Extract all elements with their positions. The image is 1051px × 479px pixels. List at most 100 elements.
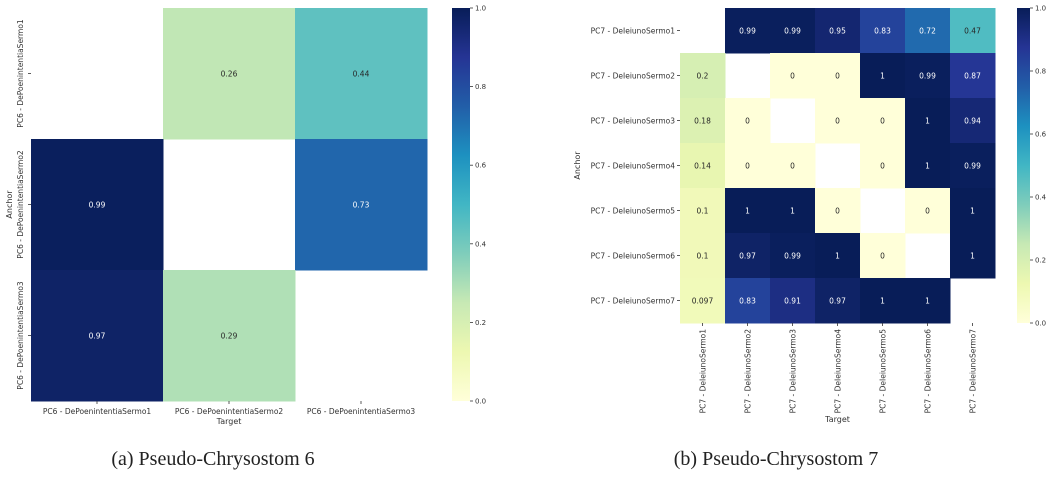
colorbar-tick-label: 1.0	[475, 5, 486, 13]
colorbar-tick-label: 0.0	[1035, 320, 1046, 328]
cell-value-label: 0.83	[874, 27, 891, 36]
heatmap-cell	[295, 139, 428, 271]
cell-value-label: 0.14	[694, 162, 711, 171]
cell-value-label: 0.99	[964, 162, 981, 171]
y-tick-label: PC7 - DeIeiunoSermo6	[591, 252, 676, 261]
heatmap-cell	[770, 8, 816, 54]
y-tick-label: PC6 - DePoenintentiaSermo3	[16, 281, 25, 390]
colorbar-tick-label: 0.6	[1035, 131, 1047, 139]
cell-value-label: 0.18	[694, 117, 711, 126]
x-tick-label: PC6 - DePoenintentiaSermo3	[307, 407, 416, 416]
colorbar-tick-label: 0.2	[475, 319, 486, 327]
cell-value-label: 0.99	[919, 72, 936, 81]
heatmap-cell	[680, 278, 726, 324]
heatmap-cell	[770, 233, 816, 279]
cell-value-label: 1	[970, 252, 975, 261]
heatmap-cell	[680, 233, 726, 279]
y-tick-label: PC6 - DePoenintentiaSermo2	[16, 150, 25, 259]
heatmap-cell	[680, 143, 726, 189]
colorbar-tick-label: 0.4	[475, 240, 487, 248]
heatmap-pseudo-chrysostom-7: 0.99 0.99 0.95 0.83 0.72 0.47 0.2 0 0 1 0.99 0.87 0.…	[573, 5, 1047, 425]
colorbar-tick-label: 0.6	[475, 162, 487, 170]
cell-value-label: 0.1	[697, 252, 709, 261]
heatmap-cell	[725, 233, 771, 279]
cell-value-label: 1	[745, 207, 750, 216]
cell-value-label: 0.95	[829, 27, 846, 36]
cell-value-label: 0.99	[739, 27, 756, 36]
heatmap-cell	[815, 188, 861, 234]
heatmap-cell	[163, 8, 296, 140]
y-tick-label: PC7 - DeIeiunoSermo5	[591, 207, 676, 216]
x-tick-label: PC6 - DePoenintentiaSermo1	[43, 407, 152, 416]
colorbar-tick-label: 0.2	[1035, 257, 1046, 265]
heatmap-cell	[815, 53, 861, 99]
cell-value-label: 0.83	[739, 297, 756, 306]
heatmap-cell	[950, 98, 996, 144]
heatmap-cell	[680, 188, 726, 234]
cell-value-label: 0.26	[221, 70, 238, 79]
cell-value-label: 0	[880, 162, 885, 171]
cell-value-label: 1	[790, 207, 795, 216]
heatmap-cell	[770, 143, 816, 189]
cell-value-label: 0.2	[697, 72, 709, 81]
cell-value-label: 0.99	[89, 201, 106, 210]
y-tick-label: PC6 - DePoenintentiaSermo1	[16, 19, 25, 128]
heatmap-cell	[905, 143, 951, 189]
colorbar	[452, 8, 470, 401]
x-tick-label: PC7 - DeIeiunoSermo4	[834, 329, 843, 414]
heatmap-cell	[950, 233, 996, 279]
colorbar-tick-label: 0.8	[1035, 68, 1046, 76]
cell-value-label: 0.97	[739, 252, 756, 261]
heatmap-cell	[725, 278, 771, 324]
cell-value-label: 0	[835, 207, 840, 216]
cell-value-label: 0.94	[964, 117, 981, 126]
x-tick-label: PC7 - DeIeiunoSermo3	[789, 329, 798, 414]
x-tick-label: PC6 - DePoenintentiaSermo2	[175, 407, 284, 416]
cell-value-label: 1	[880, 297, 885, 306]
y-axis-label: Anchor	[573, 151, 582, 180]
heatmap-cell	[31, 139, 164, 271]
cell-value-label: 0.1	[697, 207, 709, 216]
heatmap-cell	[31, 270, 164, 402]
cell-value-label: 0	[880, 252, 885, 261]
cell-value-label: 0.097	[692, 297, 714, 306]
cell-value-label: 0.44	[353, 70, 370, 79]
heatmap-cell	[163, 270, 296, 402]
cell-value-label: 0.97	[89, 332, 106, 341]
heatmap-cell	[950, 188, 996, 234]
heatmap-cell	[725, 98, 771, 144]
y-tick-label: PC7 - DeIeiunoSermo3	[591, 117, 676, 126]
heatmap-cell	[950, 143, 996, 189]
cell-value-label: 0	[835, 72, 840, 81]
cell-value-label: 1	[970, 207, 975, 216]
heatmap-cell	[680, 98, 726, 144]
heatmap-cell	[860, 143, 906, 189]
cell-value-label: 0	[835, 117, 840, 126]
x-tick-label: PC7 - DeIeiunoSermo6	[924, 329, 933, 414]
heatmap-cell	[905, 278, 951, 324]
cell-value-label: 1	[835, 252, 840, 261]
heatmap-cell	[680, 53, 726, 99]
heatmap-cell	[295, 8, 428, 140]
heatmap-cell	[860, 233, 906, 279]
heatmap-cell	[905, 98, 951, 144]
y-tick-label: PC7 - DeIeiunoSermo1	[591, 27, 676, 36]
heatmap-cell	[725, 8, 771, 54]
cell-value-label: 0	[790, 162, 795, 171]
caption-a: (a) Pseudo-Chrysostom 6	[111, 448, 315, 470]
caption-b: (b) Pseudo-Chrysostom 7	[673, 448, 879, 470]
cell-value-label: 1	[880, 72, 885, 81]
cell-value-label: 0.72	[919, 27, 936, 36]
colorbar-tick-label: 0.0	[475, 398, 486, 406]
cell-value-label: 1	[925, 297, 930, 306]
heatmap-cell	[770, 188, 816, 234]
heatmap-cell	[860, 8, 906, 54]
cell-value-label: 0.99	[784, 252, 801, 261]
y-axis-label: Anchor	[5, 190, 14, 219]
heatmap-cell	[770, 53, 816, 99]
heatmap-cell	[770, 278, 816, 324]
cell-value-label: 0.87	[964, 72, 981, 81]
y-tick-label: PC7 - DeIeiunoSermo7	[591, 297, 676, 306]
cell-value-label: 0	[880, 117, 885, 126]
heatmap-cell	[905, 188, 951, 234]
